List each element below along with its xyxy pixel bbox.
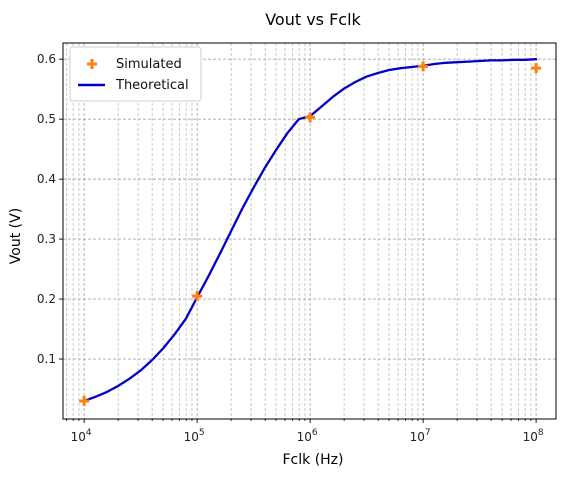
legend: Simulated Theoretical	[69, 46, 202, 102]
plus-marker-icon	[87, 59, 97, 69]
x-tick-label: 104	[71, 428, 92, 444]
legend-label-theoretical: Theoretical	[115, 78, 189, 93]
series-layer	[79, 58, 542, 407]
simulated-point	[192, 291, 203, 302]
y-tick-label: 0.1	[37, 352, 56, 366]
y-tick-label: 0.4	[37, 172, 56, 186]
x-tick-label: 106	[297, 428, 318, 444]
y-tick-label: 0.3	[37, 232, 56, 246]
y-tick-label: 0.6	[37, 52, 56, 66]
plot-frame	[62, 42, 557, 420]
x-tick-label: 108	[523, 428, 544, 444]
grid	[63, 43, 556, 419]
x-tick-label: 105	[184, 428, 205, 444]
simulated-point	[79, 396, 90, 407]
ticks: 104 105 106 107 108 0.1 0.2 0.3 0.4 0.5 0.6	[37, 52, 544, 444]
chart-title: Vout vs Fclk	[265, 10, 361, 29]
y-axis-label: Vout (V)	[8, 208, 24, 264]
legend-label-simulated: Simulated	[116, 57, 182, 72]
y-tick-label: 0.2	[37, 292, 56, 306]
simulated-point	[418, 61, 429, 72]
y-tick-label: 0.5	[37, 112, 56, 126]
legend-box	[69, 46, 202, 102]
x-tick-label: 107	[410, 428, 431, 444]
x-axis-label: Fclk (Hz)	[283, 452, 344, 468]
axes	[62, 42, 557, 420]
legend-entry-theoretical: Theoretical	[78, 78, 189, 93]
simulated-point	[305, 112, 316, 123]
legend-entry-simulated: Simulated	[87, 57, 182, 72]
simulated-point	[531, 63, 542, 74]
